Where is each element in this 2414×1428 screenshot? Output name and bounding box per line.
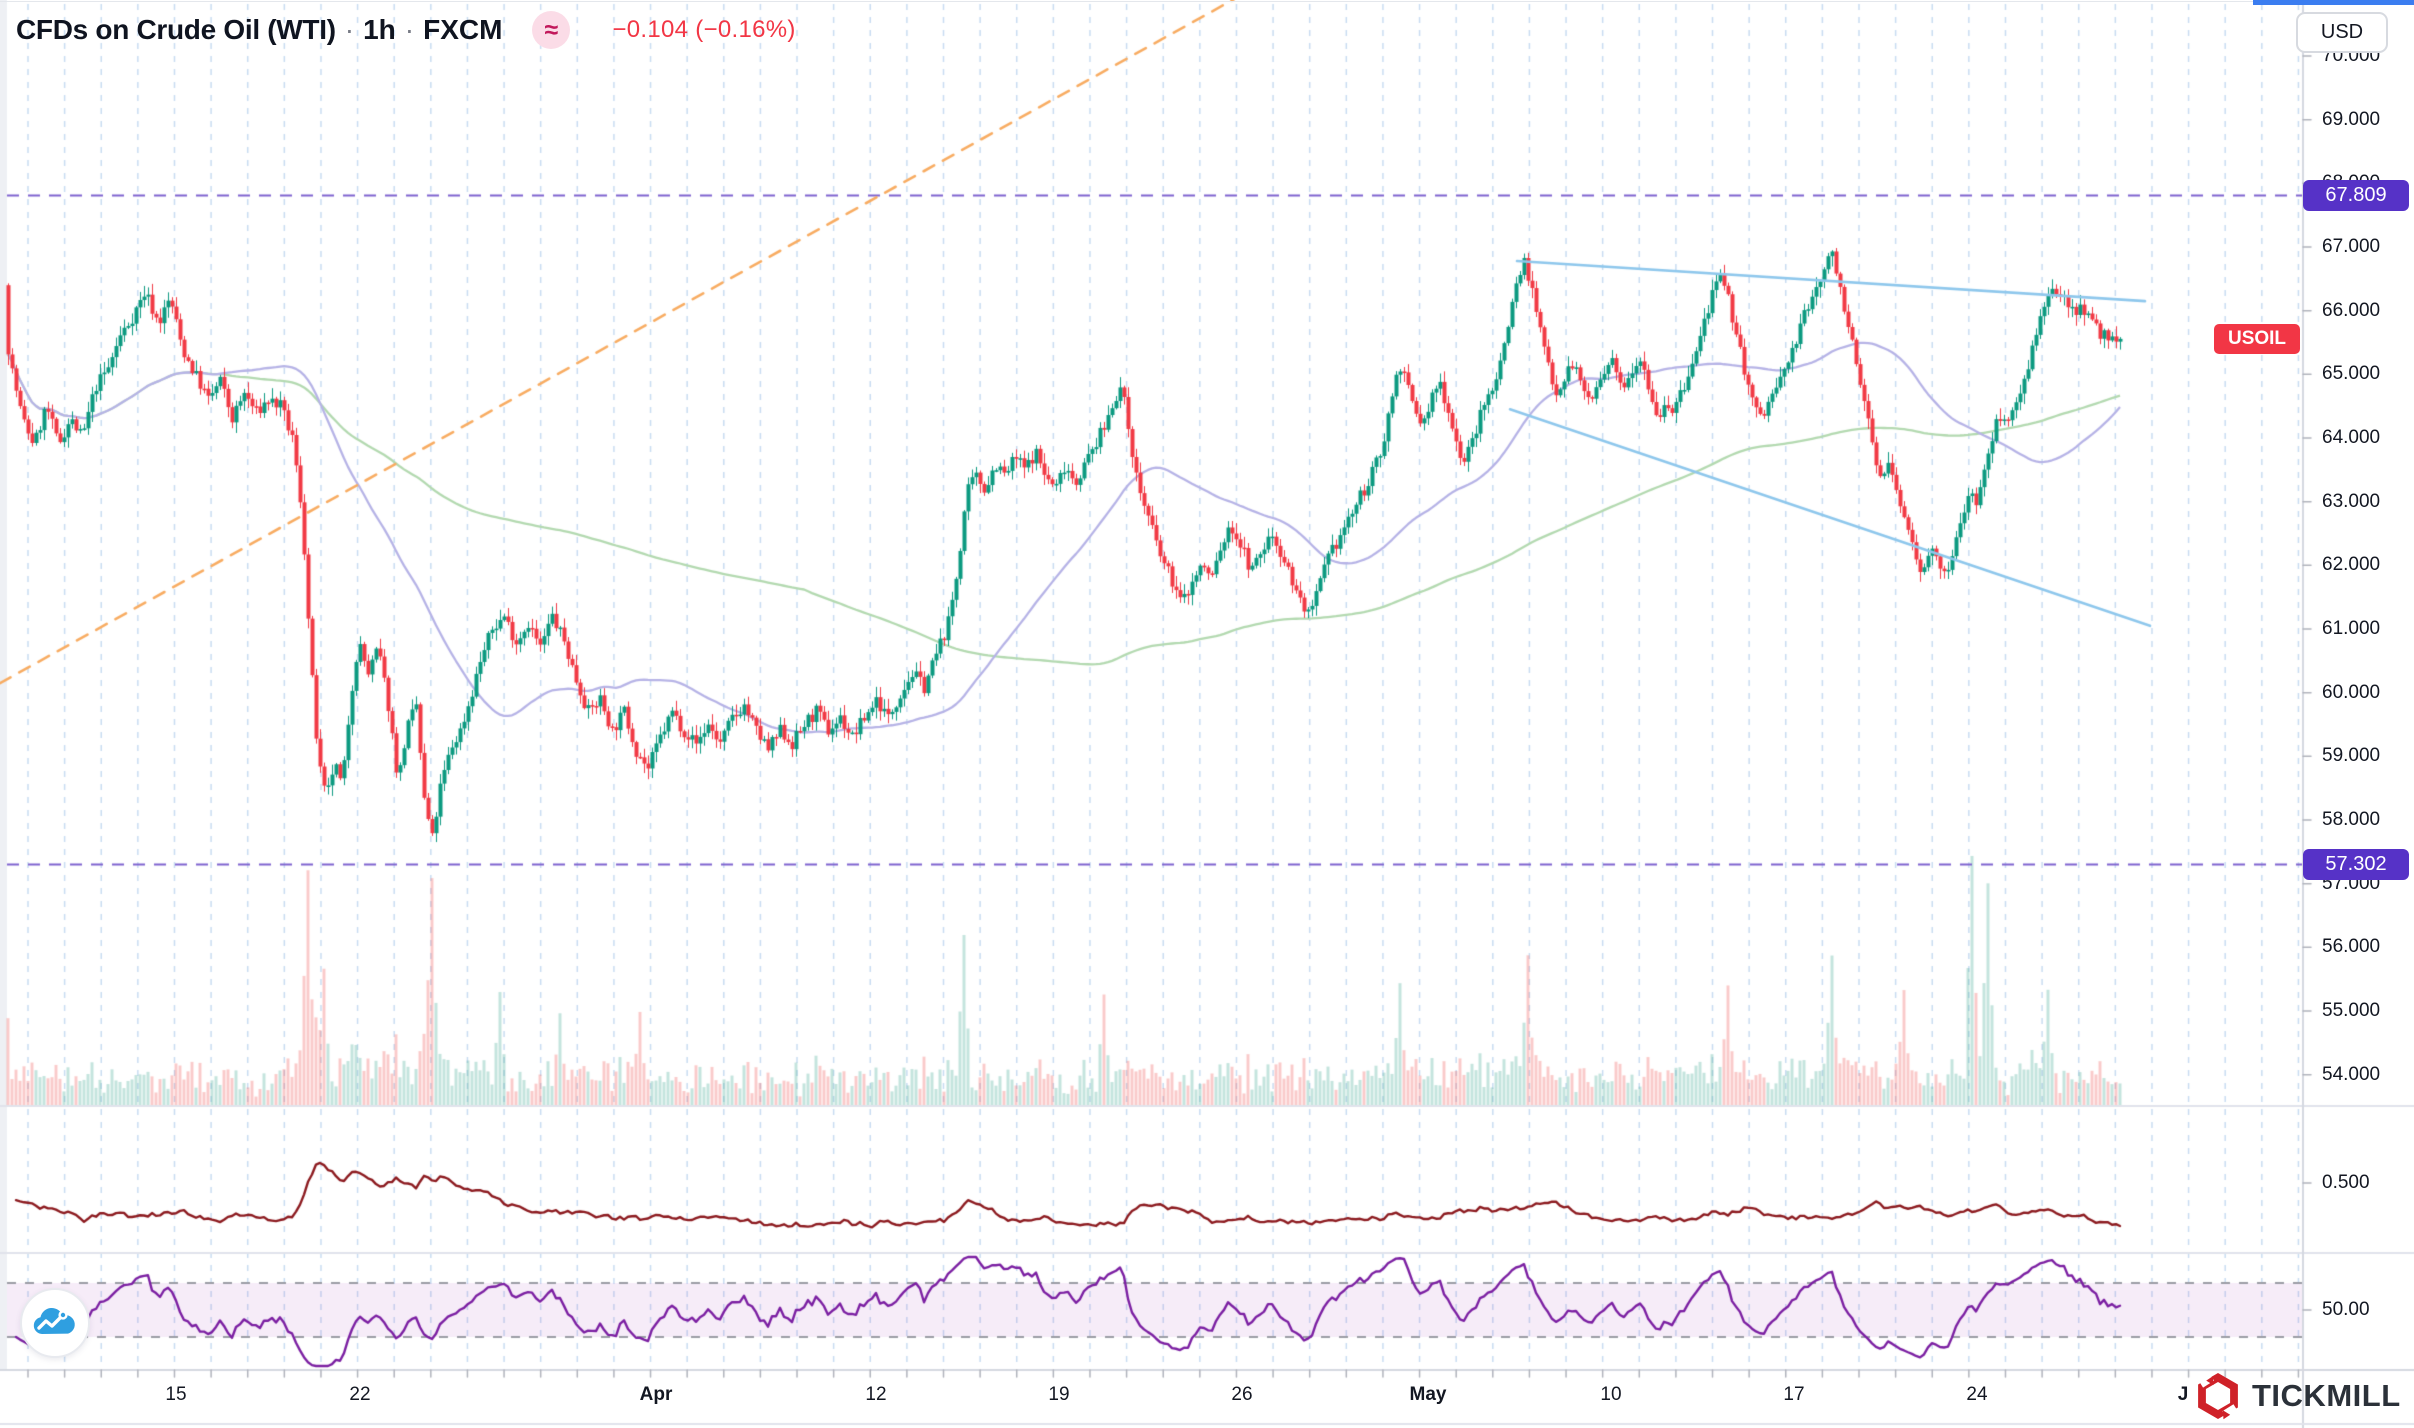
price-axis-label: 67.000 xyxy=(2322,236,2381,257)
price-axis-label: 65.000 xyxy=(2322,363,2381,385)
tickmill-logo[interactable]: TICKMILL xyxy=(2192,1372,2401,1420)
provider-watermark xyxy=(20,1288,90,1358)
currency-button[interactable]: USD xyxy=(2296,12,2388,53)
rsi-axis-label: 50.00 xyxy=(2322,1299,2370,1320)
price-axis-label: 66.000 xyxy=(2322,299,2381,321)
price-axis-label: 55.000 xyxy=(2322,1000,2381,1021)
time-axis-label: 17 xyxy=(1783,1384,1805,1405)
price-axis-label: 54.000 xyxy=(2322,1063,2381,1085)
time-axis-label: 26 xyxy=(1231,1384,1253,1405)
price-axis-label: 69.000 xyxy=(2322,108,2381,130)
price-axis-label: 59.000 xyxy=(2322,745,2381,767)
tickmill-wordmark: TICKMILL xyxy=(2252,1378,2401,1413)
legend-separator: · xyxy=(344,14,355,45)
time-axis-label: 19 xyxy=(1048,1384,1070,1405)
time-axis-label: May xyxy=(1409,1384,1447,1405)
time-axis-label: 24 xyxy=(1966,1384,1988,1405)
price-axis-label: 56.000 xyxy=(2322,936,2381,958)
time-axis-label: 22 xyxy=(349,1384,371,1405)
market-status-icon[interactable]: ≈ xyxy=(532,11,571,49)
symbol-price-badge: USOIL xyxy=(2214,324,2300,355)
price-axis-label: 62.000 xyxy=(2322,554,2381,576)
exchange-label: FXCM xyxy=(423,14,503,45)
legend-separator: · xyxy=(404,14,415,45)
cloud-chart-icon xyxy=(33,1308,75,1334)
top-accent-strip xyxy=(2253,0,2414,5)
symbol-title[interactable]: CFDs on Crude Oil (WTI) xyxy=(16,14,336,45)
alert-level-badge[interactable]: 57.302 xyxy=(2303,848,2409,880)
time-axis-label: 12 xyxy=(865,1384,887,1405)
time-axis-label: J xyxy=(2177,1384,2189,1405)
time-axis-label: Apr xyxy=(639,1384,673,1405)
atr-axis-label: 0.500 xyxy=(2322,1172,2370,1193)
price-axis-label: 61.000 xyxy=(2322,618,2381,639)
price-axis-label: 63.000 xyxy=(2322,490,2381,512)
interval-label[interactable]: 1h xyxy=(363,14,396,45)
top-border xyxy=(0,1,2253,2)
price-change: −0.104 (−0.16%) xyxy=(612,16,796,43)
tickmill-icon xyxy=(2198,1373,2238,1420)
price-axis-label: 64.000 xyxy=(2322,427,2381,448)
time-axis-label: 15 xyxy=(165,1384,187,1405)
price-axis-label: 60.000 xyxy=(2322,681,2381,703)
time-axis-label: 10 xyxy=(1600,1384,1622,1405)
symbol-legend[interactable]: CFDs on Crude Oil (WTI) · 1h · FXCM ≈ −0… xyxy=(16,8,796,52)
alert-level-badge[interactable]: 67.809 xyxy=(2303,179,2409,211)
price-axis-label: 58.000 xyxy=(2322,809,2381,830)
